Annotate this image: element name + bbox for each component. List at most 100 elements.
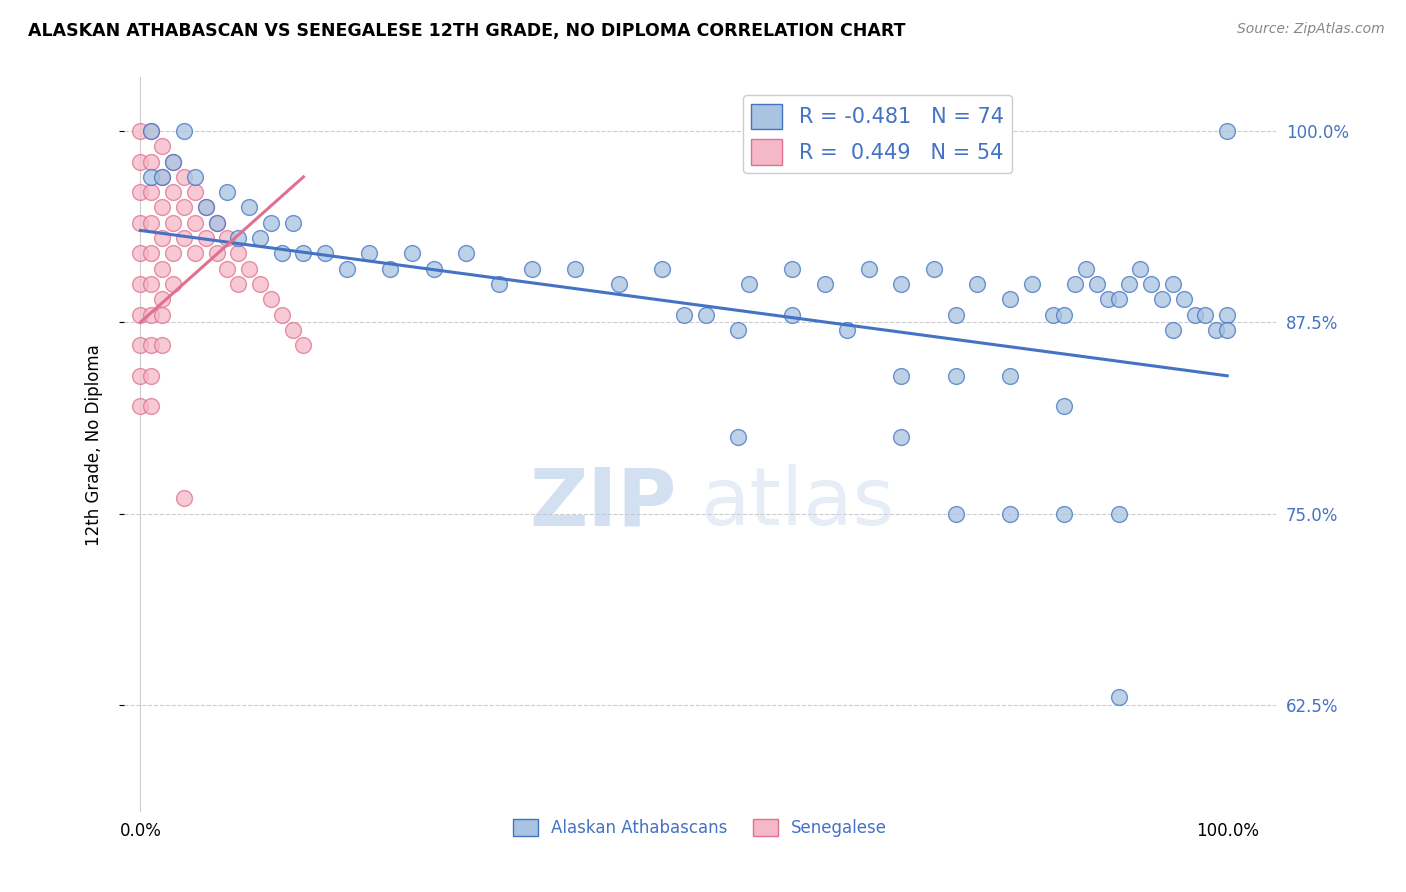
Point bbox=[695, 308, 717, 322]
Point bbox=[1097, 293, 1119, 307]
Point bbox=[129, 368, 152, 383]
Point bbox=[945, 368, 967, 383]
Point bbox=[129, 400, 152, 414]
Point bbox=[1053, 507, 1076, 521]
Point bbox=[150, 169, 173, 184]
Point bbox=[456, 246, 478, 260]
Point bbox=[727, 430, 749, 444]
Point bbox=[835, 323, 858, 337]
Point bbox=[945, 507, 967, 521]
Point bbox=[270, 246, 292, 260]
Point bbox=[238, 201, 260, 215]
Point bbox=[173, 169, 195, 184]
Point bbox=[205, 246, 228, 260]
Point bbox=[1021, 277, 1043, 291]
Text: Source: ZipAtlas.com: Source: ZipAtlas.com bbox=[1237, 22, 1385, 37]
Point bbox=[226, 246, 249, 260]
Point bbox=[890, 368, 912, 383]
Point bbox=[162, 277, 184, 291]
Point bbox=[488, 277, 510, 291]
Point bbox=[945, 308, 967, 322]
Point bbox=[292, 246, 315, 260]
Point bbox=[1108, 293, 1130, 307]
Point bbox=[226, 231, 249, 245]
Point bbox=[205, 216, 228, 230]
Point bbox=[998, 507, 1021, 521]
Point bbox=[357, 246, 380, 260]
Point bbox=[520, 261, 543, 276]
Point bbox=[1194, 308, 1216, 322]
Point bbox=[1064, 277, 1087, 291]
Point bbox=[1108, 690, 1130, 705]
Point bbox=[150, 261, 173, 276]
Point bbox=[998, 368, 1021, 383]
Point bbox=[249, 277, 271, 291]
Point bbox=[380, 261, 402, 276]
Point bbox=[672, 308, 695, 322]
Point bbox=[129, 154, 152, 169]
Point bbox=[1108, 507, 1130, 521]
Point bbox=[141, 308, 163, 322]
Legend: Alaskan Athabascans, Senegalese: Alaskan Athabascans, Senegalese bbox=[506, 813, 894, 844]
Point bbox=[292, 338, 315, 352]
Point bbox=[184, 185, 207, 199]
Point bbox=[890, 277, 912, 291]
Point bbox=[1161, 323, 1184, 337]
Point bbox=[782, 261, 804, 276]
Point bbox=[1074, 261, 1097, 276]
Point bbox=[1118, 277, 1140, 291]
Point bbox=[336, 261, 359, 276]
Point bbox=[249, 231, 271, 245]
Point bbox=[162, 154, 184, 169]
Point bbox=[129, 185, 152, 199]
Point bbox=[129, 216, 152, 230]
Point bbox=[129, 308, 152, 322]
Point bbox=[194, 201, 217, 215]
Point bbox=[1053, 308, 1076, 322]
Point bbox=[217, 231, 239, 245]
Point bbox=[141, 124, 163, 138]
Point bbox=[184, 216, 207, 230]
Text: ALASKAN ATHABASCAN VS SENEGALESE 12TH GRADE, NO DIPLOMA CORRELATION CHART: ALASKAN ATHABASCAN VS SENEGALESE 12TH GR… bbox=[28, 22, 905, 40]
Point bbox=[260, 293, 283, 307]
Point bbox=[1216, 124, 1239, 138]
Point bbox=[727, 323, 749, 337]
Point bbox=[150, 201, 173, 215]
Point bbox=[226, 277, 249, 291]
Point bbox=[141, 169, 163, 184]
Point bbox=[423, 261, 446, 276]
Point bbox=[651, 261, 673, 276]
Point bbox=[1150, 293, 1173, 307]
Point bbox=[1216, 323, 1239, 337]
Point bbox=[141, 338, 163, 352]
Point bbox=[141, 216, 163, 230]
Point bbox=[1184, 308, 1206, 322]
Point bbox=[173, 124, 195, 138]
Point bbox=[162, 246, 184, 260]
Point bbox=[260, 216, 283, 230]
Point bbox=[150, 139, 173, 153]
Point bbox=[141, 185, 163, 199]
Point bbox=[141, 368, 163, 383]
Point bbox=[1216, 308, 1239, 322]
Point bbox=[217, 261, 239, 276]
Point bbox=[141, 277, 163, 291]
Point bbox=[1205, 323, 1227, 337]
Point bbox=[1140, 277, 1163, 291]
Point bbox=[194, 231, 217, 245]
Point bbox=[129, 124, 152, 138]
Point bbox=[162, 216, 184, 230]
Point bbox=[150, 308, 173, 322]
Point bbox=[141, 400, 163, 414]
Point bbox=[1129, 261, 1152, 276]
Point bbox=[141, 124, 163, 138]
Point bbox=[314, 246, 336, 260]
Text: ZIP: ZIP bbox=[530, 465, 678, 542]
Text: atlas: atlas bbox=[700, 465, 894, 542]
Point bbox=[173, 201, 195, 215]
Point bbox=[129, 246, 152, 260]
Point bbox=[141, 246, 163, 260]
Point bbox=[1053, 400, 1076, 414]
Point bbox=[150, 231, 173, 245]
Point bbox=[922, 261, 945, 276]
